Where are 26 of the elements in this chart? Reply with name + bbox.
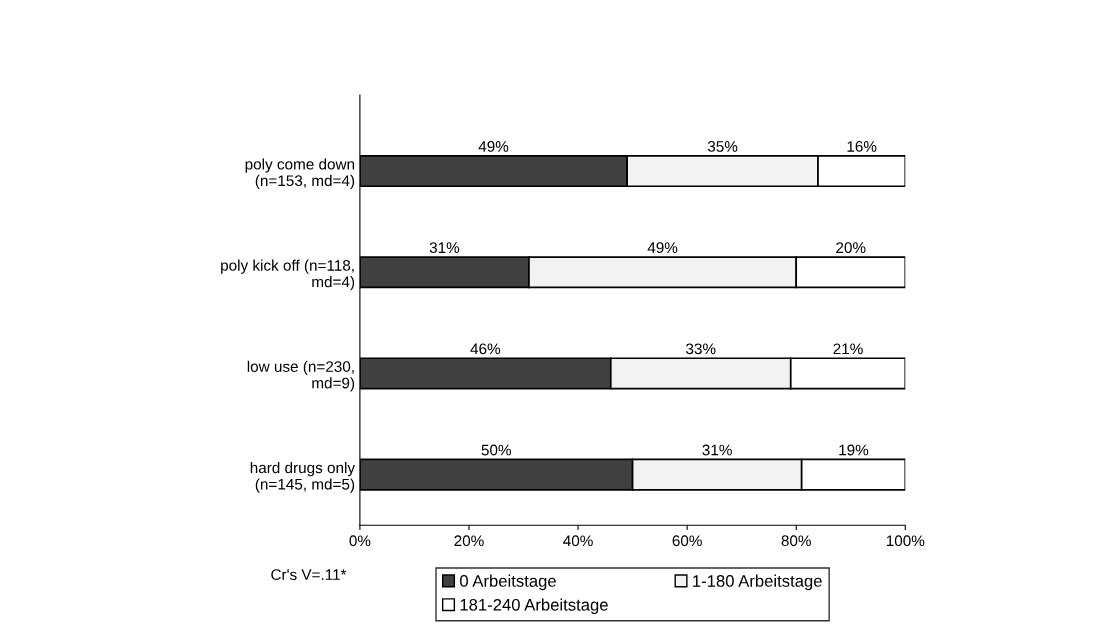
data-label: 20% bbox=[836, 242, 866, 254]
text: Cr's V=.11* bbox=[271, 569, 347, 581]
x-tick-label: 80% bbox=[781, 535, 811, 547]
data-label: 31% bbox=[702, 444, 732, 456]
data-label: 33% bbox=[686, 343, 716, 355]
data-label: 21% bbox=[833, 343, 863, 355]
y-tick-label: low use (n=230, md=9) bbox=[247, 360, 355, 392]
x-tick-label: 20% bbox=[454, 535, 484, 547]
data-label: 46% bbox=[470, 343, 501, 355]
data-label: 19% bbox=[839, 444, 869, 456]
data-label: 50% bbox=[481, 444, 511, 456]
x-tick-label: 100% bbox=[886, 535, 925, 547]
data-label: 35% bbox=[707, 141, 738, 152]
x-tick-label: 40% bbox=[563, 535, 593, 547]
x-tick-label: 0% bbox=[349, 535, 371, 547]
y-tick-label: hard drugs only (n=145, md=5) bbox=[250, 461, 356, 493]
x-tick-label: 60% bbox=[672, 535, 702, 547]
legend-label: 1-180 Arbeitstage bbox=[693, 574, 822, 591]
y-tick-label: poly kick off (n=118, md=4) bbox=[221, 259, 355, 291]
legend-label: 181-240 Arbeitstage bbox=[460, 598, 608, 615]
data-label: 49% bbox=[647, 242, 678, 254]
data-label: 49% bbox=[478, 141, 509, 152]
y-tick-label: poly come down (n=153, md=4) bbox=[245, 158, 355, 190]
legend-label: 0 Arbeitstage bbox=[460, 574, 556, 591]
data-label: 16% bbox=[847, 141, 877, 152]
data-label: 31% bbox=[429, 242, 460, 254]
